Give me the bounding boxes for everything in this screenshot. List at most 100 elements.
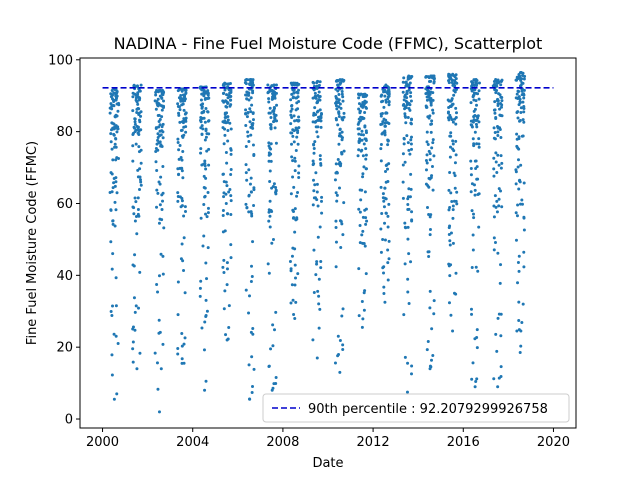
scatter-point [203, 194, 207, 198]
scatter-point [133, 126, 136, 130]
scatter-point [206, 206, 210, 210]
scatter-point [492, 174, 496, 178]
scatter-point [229, 168, 233, 172]
scatter-point [292, 114, 296, 118]
scatter-point [295, 118, 299, 122]
scatter-point [448, 171, 452, 175]
scatter-point [249, 280, 253, 284]
scatter-point [360, 103, 364, 107]
scatter-point [387, 100, 391, 104]
scatter-point [449, 313, 453, 317]
scatter-point [450, 97, 454, 101]
scatter-point [519, 329, 523, 333]
y-tick-label: 60 [56, 197, 73, 212]
scatter-point [296, 272, 300, 276]
scatter-point [205, 309, 209, 313]
scatter-point [472, 183, 476, 187]
scatter-point [382, 117, 386, 121]
scatter-point [358, 223, 362, 227]
scatter-point [179, 155, 183, 159]
scatter-point [138, 188, 142, 191]
scatter-point [409, 99, 413, 103]
scatter-point [204, 261, 208, 265]
scatter-point [499, 105, 503, 109]
scatter-point [519, 78, 523, 82]
scatter-point [342, 149, 346, 153]
scatter-point [114, 180, 118, 184]
scatter-point [493, 111, 497, 115]
scatter-point [225, 86, 229, 90]
scatter-point [205, 149, 209, 153]
scatter-point [472, 78, 476, 82]
scatter-point [492, 248, 496, 252]
scatter-point [384, 211, 388, 215]
scatter-point [138, 270, 142, 274]
scatter-point [427, 116, 431, 120]
scatter-point [131, 144, 135, 148]
scatter-point [494, 332, 498, 336]
scatter-point [319, 163, 323, 167]
scatter-point [311, 96, 315, 100]
scatter-point [333, 361, 337, 365]
plot-frame [79, 57, 577, 429]
scatter-point [180, 204, 184, 208]
scatter-point [245, 97, 249, 101]
scatter-point [226, 120, 229, 124]
scatter-point [516, 281, 520, 285]
scatter-point [453, 161, 457, 165]
scatter-point [199, 126, 203, 130]
scatter-point [204, 96, 208, 100]
scatter-point [498, 281, 502, 285]
scatter-point [139, 114, 143, 118]
scatter-point [453, 174, 457, 178]
scatter-point [383, 124, 387, 128]
scatter-point [405, 90, 409, 94]
scatter-point [477, 192, 481, 196]
scatter-point [448, 205, 452, 209]
scatter-point [154, 160, 158, 164]
scatter-point [315, 84, 319, 88]
scatter-point [425, 130, 429, 134]
scatter-point [521, 134, 525, 138]
scatter-point [273, 118, 277, 122]
scatter-point [317, 326, 321, 330]
scatter-point [226, 96, 230, 100]
scatter-point [499, 102, 503, 105]
scatter-point [109, 140, 113, 144]
scatter-point [225, 93, 229, 97]
scatter-point [357, 93, 361, 97]
scatter-point [386, 92, 390, 96]
scatter-point [274, 310, 278, 314]
scatter-point [384, 164, 388, 168]
scatter-point [229, 147, 233, 151]
scatter-point [333, 178, 337, 182]
scatter-point [447, 81, 451, 85]
scatter-point [271, 323, 275, 327]
scatter-point [401, 196, 405, 200]
scatter-point [244, 171, 248, 175]
scatter-point [319, 266, 323, 270]
scatter-point [522, 228, 526, 232]
scatter-point [110, 373, 114, 377]
scatter-point [383, 94, 387, 98]
scatter-point [180, 87, 184, 91]
scatter-point [110, 107, 114, 111]
scatter-point [205, 215, 209, 219]
scatter-point [409, 142, 413, 146]
scatter-point [297, 99, 301, 103]
scatter-point [180, 89, 184, 93]
scatter-point [520, 321, 524, 325]
scatter-point [290, 283, 294, 287]
scatter-point [475, 346, 479, 350]
scatter-point [154, 107, 158, 111]
scatter-point [450, 80, 454, 84]
scatter-point [407, 148, 411, 152]
scatter-point [383, 121, 387, 125]
scatter-point [430, 358, 433, 362]
scatter-point [386, 261, 390, 265]
scatter-point [269, 347, 273, 351]
scatter-point [408, 152, 412, 156]
scatter-point [424, 92, 428, 96]
scatter-point [387, 122, 391, 126]
